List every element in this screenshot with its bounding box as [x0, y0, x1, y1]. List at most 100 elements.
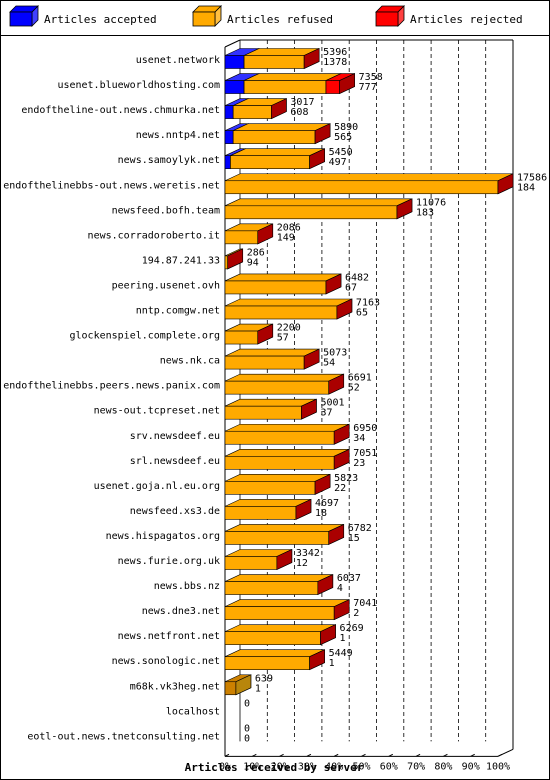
bar-refused	[224, 506, 297, 520]
bar-refused-top	[224, 198, 413, 207]
x-tick-label: 50%	[352, 761, 370, 772]
bar-refused-top	[224, 348, 320, 357]
value-second: 65	[356, 308, 368, 319]
bar-refused	[224, 481, 316, 495]
server-label: news.corradoroberto.it	[88, 230, 220, 241]
bar-refused-top	[224, 273, 342, 282]
bar-refused-top	[224, 173, 514, 182]
value-second: 497	[329, 157, 347, 168]
legend-label: Articles refused	[227, 13, 333, 26]
bar-accepted	[224, 80, 245, 94]
x-tick-mark	[415, 753, 421, 757]
bar-end-cap	[333, 599, 350, 621]
value-second: 37	[320, 408, 332, 419]
bar-refused	[224, 556, 278, 570]
value-total: 6782	[348, 523, 372, 534]
server-label: m68k.vk3heg.net	[130, 681, 220, 692]
bar-refused	[224, 455, 335, 470]
x-tick-label: 100%	[486, 761, 510, 772]
server-label: news.sonologic.net	[112, 656, 220, 667]
bar-refused-top	[224, 524, 344, 532]
value-second: 1	[329, 658, 335, 669]
value-total: 0	[244, 723, 250, 734]
legend-label: Articles rejected	[410, 13, 523, 26]
value-total: 5823	[334, 473, 358, 484]
server-label: localhost	[166, 706, 220, 717]
bar-end-cap	[257, 223, 274, 245]
value-second: 149	[277, 232, 295, 243]
bar-refused	[224, 230, 259, 245]
value-second: 34	[353, 433, 365, 444]
x-axis: 0% 10% 20% 30% 40% 50% 60% 70% 80% 90% 100%	[219, 753, 510, 772]
bar-refused-top	[224, 298, 353, 307]
bar-refused	[224, 205, 398, 220]
value-second: 15	[348, 533, 360, 544]
value-second: 54	[323, 358, 335, 369]
value-total: 5449	[329, 648, 353, 659]
x-tick-label: 80%	[434, 761, 452, 772]
server-label: endofthelinebbs.peers.news.panix.com	[3, 381, 220, 392]
x-tick-mark	[388, 753, 394, 757]
bar-refused	[224, 531, 330, 545]
server-label: usenet.blueworldhosting.com	[57, 80, 220, 91]
value-second: 2	[353, 608, 359, 619]
value-total: 11076	[416, 197, 446, 208]
bar-refused-top	[224, 474, 331, 482]
value-total: 6037	[337, 573, 361, 584]
bar-refused-top	[224, 649, 325, 658]
bar-refused-top	[224, 574, 333, 582]
bar-refused	[224, 280, 327, 295]
x-tick-mark	[279, 753, 284, 757]
value-total: 5001	[320, 398, 344, 409]
y-axis-depth	[224, 39, 241, 48]
value-total: 7163	[356, 298, 380, 309]
x-tick-mark	[497, 753, 503, 757]
bar-refused	[224, 405, 302, 420]
bar-end-cap	[333, 423, 350, 445]
bar-end-cap	[328, 523, 345, 545]
server-label: newsfeed.bofh.team	[112, 205, 220, 216]
value-total: 5450	[329, 147, 353, 158]
value-second: 184	[517, 182, 535, 193]
bar-end-cap	[339, 73, 355, 95]
bar-end-cap	[314, 123, 331, 145]
bar-refused-top	[243, 73, 342, 81]
bar-end-cap	[325, 273, 342, 295]
bar-refused-top	[224, 448, 350, 457]
server-label: srl.newsdeef.eu	[130, 456, 220, 467]
value-total: 6269	[340, 623, 364, 634]
bar-refused	[224, 631, 321, 645]
value-total: 2200	[277, 323, 301, 334]
bar-accepted	[224, 130, 234, 144]
bar-refused-top	[224, 373, 344, 382]
value-second: 22	[334, 483, 346, 494]
x-tick-label: 70%	[407, 761, 425, 772]
value-total: 639	[255, 673, 273, 684]
value-total: 5396	[323, 47, 347, 58]
bar-end-cap	[257, 323, 274, 345]
bar-refused	[232, 105, 272, 119]
bar-refused-top	[224, 423, 350, 432]
bar-refused	[224, 305, 338, 320]
x-axis-title: Articles received by server	[185, 761, 364, 774]
bar-end-cap	[320, 624, 336, 646]
bar-refused	[224, 330, 259, 345]
bar-end-cap	[303, 48, 320, 69]
x-tick-mark	[443, 753, 448, 757]
server-label: news.bbs.nz	[154, 581, 220, 592]
value-second: 183	[416, 207, 434, 218]
bars	[224, 48, 514, 696]
value-total: 2086	[277, 222, 301, 233]
bar-end-cap	[295, 498, 312, 520]
bar-accepted	[224, 55, 245, 69]
value-second: 1	[340, 633, 346, 644]
value-second: 777	[359, 82, 377, 93]
bar-end-cap	[301, 398, 317, 420]
server-label: usenet.goja.nl.eu.org	[94, 481, 220, 492]
server-label: news.furie.org.uk	[118, 556, 220, 567]
x-tick-mark	[470, 753, 475, 757]
bar-end-cap	[328, 373, 345, 395]
server-label: eotl-out.news.tnetconsulting.net	[27, 731, 220, 742]
bar-end-cap	[497, 173, 514, 195]
